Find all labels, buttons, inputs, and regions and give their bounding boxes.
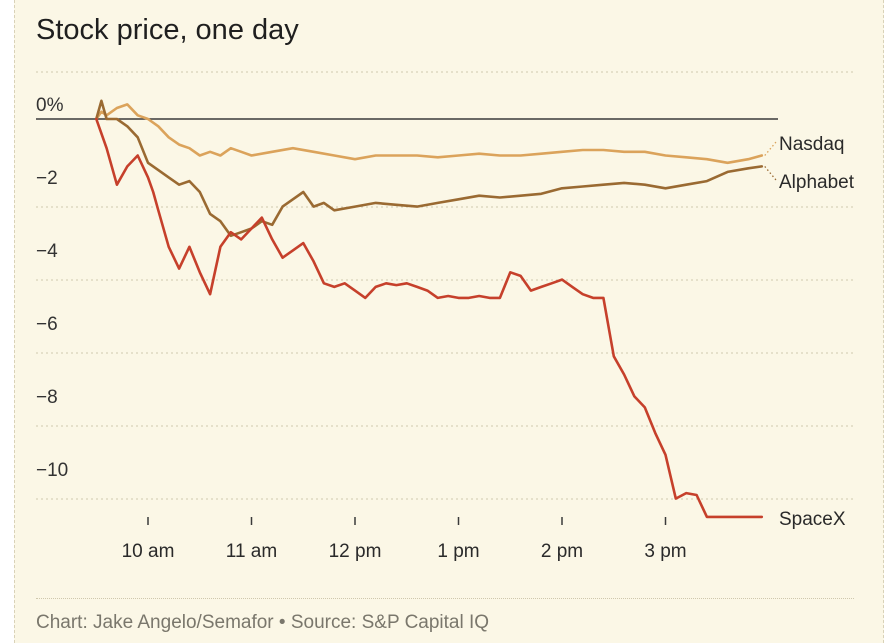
footer-divider xyxy=(36,598,854,599)
x-tick-label: 1 pm xyxy=(437,541,479,562)
footer-credit: Chart: Jake Angelo/Semafor xyxy=(36,612,274,633)
series-line-nasdaq xyxy=(95,103,764,165)
chart-title: Stock price, one day xyxy=(36,14,299,46)
x-tick-label: 3 pm xyxy=(644,541,686,562)
y-tick-label: −4 xyxy=(36,241,58,262)
leader-alphabet xyxy=(764,166,777,181)
y-tick-label: −2 xyxy=(36,168,58,189)
series-label-nasdaq: Nasdaq xyxy=(779,134,845,155)
x-tick-label: 2 pm xyxy=(541,541,583,562)
series-line-alphabet xyxy=(95,99,764,238)
leader-nasdaq xyxy=(764,141,777,156)
y-tick-label: −6 xyxy=(36,314,58,335)
chart-footer: Chart: Jake Angelo/Semafor • Source: S&P… xyxy=(36,612,489,634)
series-label-alphabet: Alphabet xyxy=(779,172,855,193)
series-line-spacex xyxy=(95,117,764,519)
x-tick-label: 12 pm xyxy=(329,541,382,562)
x-tick-label: 10 am xyxy=(122,541,175,562)
y-tick-label: 0% xyxy=(36,95,64,116)
y-tick-label: −10 xyxy=(36,460,68,481)
x-tick-label: 11 am xyxy=(226,541,277,562)
y-tick-label: −8 xyxy=(36,387,58,408)
footer-separator: • xyxy=(278,612,286,633)
series-label-spacex: SpaceX xyxy=(779,509,846,530)
footer-source: Source: S&P Capital IQ xyxy=(290,612,490,633)
chart-panel xyxy=(14,0,884,643)
